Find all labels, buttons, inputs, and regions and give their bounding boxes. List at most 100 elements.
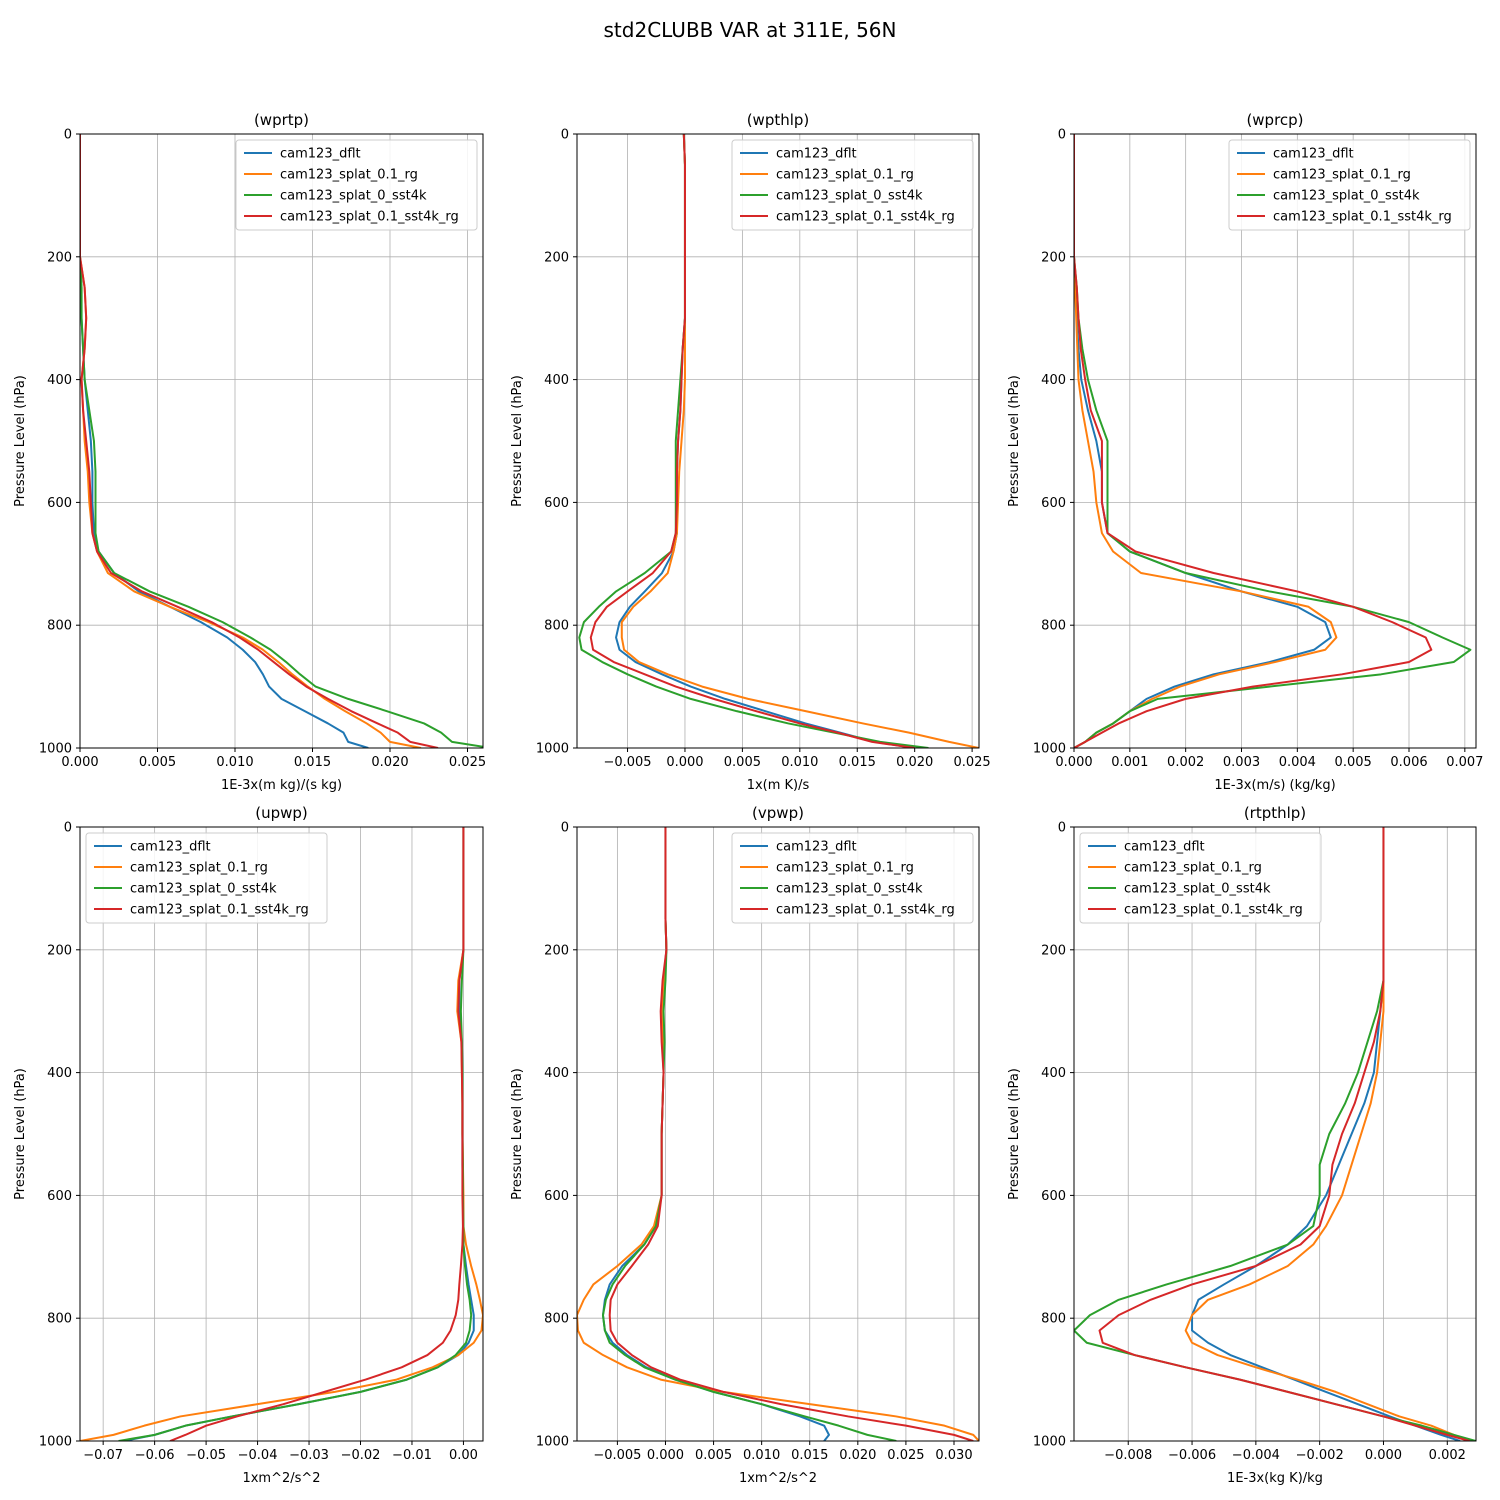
y-tick-label: 400 <box>1041 1066 1066 1081</box>
legend-label: cam123_dflt <box>776 840 857 855</box>
y-axis-label: Pressure Level (hPa) <box>510 1068 525 1200</box>
series-group <box>577 827 979 1441</box>
y-tick-label: 0 <box>561 128 569 143</box>
y-tick-label: 0 <box>64 821 72 836</box>
legend-label: cam123_splat_0_sst4k <box>1273 189 1420 204</box>
x-tick-label: 0.001 <box>1111 755 1148 770</box>
y-tick-label: 800 <box>47 619 72 634</box>
x-tick-label: 0.020 <box>371 755 408 770</box>
y-tick-label: 400 <box>1041 373 1066 388</box>
x-tick-label: 0.005 <box>1335 755 1372 770</box>
legend-label: cam123_dflt <box>1273 147 1354 162</box>
x-tick-label: 0.003 <box>1223 755 1260 770</box>
y-tick-label: 600 <box>47 1189 72 1204</box>
x-tick-label: −0.005 <box>593 1448 641 1463</box>
series-group <box>80 134 483 748</box>
legend-label: cam123_dflt <box>1124 840 1205 855</box>
legend-label: cam123_splat_0.1_rg <box>280 168 418 183</box>
x-tick-label: 0.010 <box>781 755 818 770</box>
series-line-cam123_splat_0.1_rg <box>1074 134 1338 748</box>
x-tick-label: 0.002 <box>1429 1448 1466 1463</box>
x-tick-label: 0.007 <box>1446 755 1483 770</box>
x-tick-label: 0.005 <box>139 755 176 770</box>
y-tick-label: 400 <box>47 1066 72 1081</box>
panel-vpwp: −0.005 0.000 0.005 0.010 0.015 0.020 0.025 0.03… <box>510 804 980 1486</box>
x-tick-label: 0.004 <box>1279 755 1316 770</box>
legend-label: cam123_splat_0_sst4k <box>1124 882 1271 897</box>
legend-label: cam123_splat_0.1_sst4k_rg <box>776 903 955 918</box>
x-axis-label: 1E-3x(kg K)/kg <box>1227 1471 1323 1486</box>
y-tick-label: 1000 <box>1033 742 1066 757</box>
legend-label: cam123_splat_0.1_rg <box>1124 861 1262 876</box>
legend-label: cam123_dflt <box>776 147 857 162</box>
x-tick-label: 0.000 <box>666 755 703 770</box>
x-tick-label: 0.006 <box>1390 755 1427 770</box>
y-tick-label: 800 <box>544 1312 569 1327</box>
legend-label: cam123_dflt <box>130 840 211 855</box>
x-axis-label: 1E-3x(m kg)/(s kg) <box>221 778 342 793</box>
x-tick-label: −0.03 <box>289 1448 329 1463</box>
x-tick-label: 0.00 <box>449 1448 478 1463</box>
x-tick-label: −0.008 <box>1104 1448 1152 1463</box>
y-tick-label: 0 <box>1058 821 1066 836</box>
plot-area-frame <box>576 826 980 1442</box>
legend: cam123_dflt cam123_splat_0.1_rg cam123_spl… <box>85 832 328 924</box>
legend-label: cam123_dflt <box>280 147 361 162</box>
legend-label: cam123_splat_0.1_sst4k_rg <box>280 210 459 225</box>
panel-rtpthlp: −0.008 −0.006 −0.004 −0.002 0.000 0.002 0 200 40… <box>1007 804 1477 1486</box>
y-tick-label: 1000 <box>1033 1435 1066 1450</box>
x-axis-label: 1xm^2/s^2 <box>739 1471 817 1486</box>
panel-title: (wprcp) <box>1246 111 1303 129</box>
panels: 0.000 0.005 0.010 0.015 0.020 0.0250200400600… <box>13 111 1483 1486</box>
series-line-cam123_splat_0_sst4k <box>118 827 473 1441</box>
y-tick-label: 1000 <box>39 742 72 757</box>
x-tick-label: −0.05 <box>186 1448 226 1463</box>
legend-label: cam123_splat_0.1_sst4k_rg <box>1124 903 1303 918</box>
legend-box <box>1228 139 1471 231</box>
series-line-cam123_splat_0_sst4k <box>601 827 897 1441</box>
y-axis-label: Pressure Level (hPa) <box>13 375 28 507</box>
series-line-cam123_splat_0.1_sst4k_rg <box>1098 827 1470 1441</box>
legend-box <box>1079 832 1322 924</box>
legend-box <box>731 139 974 231</box>
x-tick-label: −0.01 <box>392 1448 432 1463</box>
plot-area-frame <box>576 133 980 749</box>
legend: cam123_dflt cam123_splat_0.1_rg cam123_spl… <box>731 832 974 924</box>
x-tick-label: 0.000 <box>1055 755 1092 770</box>
y-tick-label: 800 <box>1041 619 1066 634</box>
y-tick-label: 0 <box>561 821 569 836</box>
x-tick-label: −0.004 <box>1232 1448 1280 1463</box>
y-tick-label: 600 <box>544 496 569 511</box>
legend-label: cam123_splat_0_sst4k <box>280 189 427 204</box>
legend-label: cam123_splat_0.1_sst4k_rg <box>776 210 955 225</box>
series-line-cam123_splat_0.1_sst4k_rg <box>169 827 465 1441</box>
x-axis-label: 1x(m K)/s <box>747 778 810 793</box>
y-tick-label: 400 <box>544 373 569 388</box>
series-line-cam123_splat_0_sst4k <box>80 134 483 748</box>
panel-title: (rtpthlp) <box>1244 804 1306 822</box>
panel-wprtp: 0.000 0.005 0.010 0.015 0.020 0.025 0 200 400 600… <box>13 111 486 793</box>
plot-area-frame <box>1073 133 1477 749</box>
x-tick-label: 0.005 <box>724 755 761 770</box>
panel-title: (vpwp) <box>752 804 804 822</box>
legend-label: cam123_splat_0.1_rg <box>776 861 914 876</box>
y-tick-label: 200 <box>47 250 72 265</box>
x-tick-label: 0.005 <box>695 1448 732 1463</box>
panel-title: (wpthlp) <box>747 111 810 129</box>
y-tick-label: 0 <box>1058 128 1066 143</box>
panel-title: (upwp) <box>255 804 308 822</box>
series-line-cam123_splat_0.1_sst4k_rg <box>608 827 974 1441</box>
x-tick-label: 0.025 <box>953 755 990 770</box>
x-tick-label: 0.015 <box>839 755 876 770</box>
figure-title: std2CLUBB VAR at 311E, 56N <box>604 18 897 42</box>
plot-area-frame <box>1073 826 1477 1442</box>
y-tick-label: 600 <box>1041 496 1066 511</box>
x-tick-label: 0.020 <box>896 755 933 770</box>
legend-label: cam123_splat_0.1_rg <box>776 168 914 183</box>
y-tick-label: 800 <box>47 1312 72 1327</box>
legend-label: cam123_splat_0.1_rg <box>130 861 268 876</box>
y-axis-label: Pressure Level (hPa) <box>1007 375 1022 507</box>
legend-label: cam123_splat_0_sst4k <box>776 189 923 204</box>
x-tick-label: 0.025 <box>887 1448 924 1463</box>
